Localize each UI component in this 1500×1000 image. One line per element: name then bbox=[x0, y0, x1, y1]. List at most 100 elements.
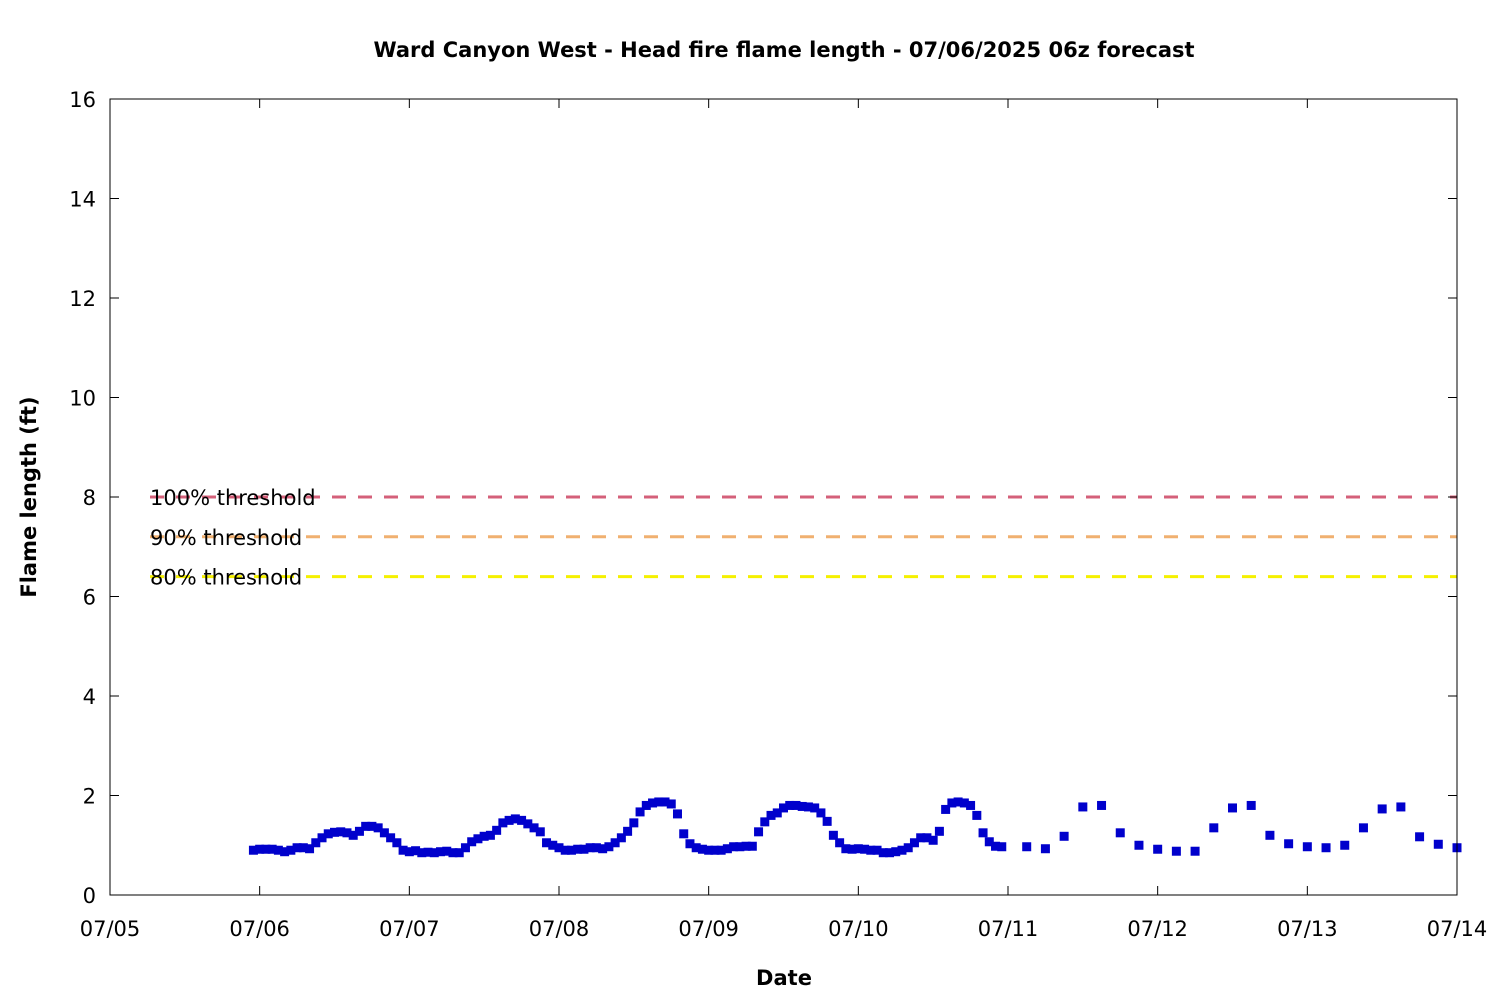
data-point bbox=[354, 826, 364, 836]
data-point bbox=[660, 797, 670, 807]
y-tick-label: 14 bbox=[69, 188, 96, 212]
data-point bbox=[816, 808, 826, 818]
data-point bbox=[336, 827, 346, 837]
data-point bbox=[747, 841, 757, 851]
data-point bbox=[934, 826, 944, 836]
x-tick-label: 07/10 bbox=[828, 917, 889, 941]
legend-label: 80% threshold bbox=[150, 566, 302, 590]
data-point bbox=[573, 844, 583, 854]
x-tick-label: 07/12 bbox=[1127, 917, 1188, 941]
data-point bbox=[448, 848, 458, 858]
data-point bbox=[991, 841, 1001, 851]
data-point bbox=[735, 842, 745, 852]
data-point bbox=[485, 830, 495, 840]
data-point bbox=[330, 827, 339, 837]
data-point bbox=[305, 844, 315, 854]
data-point bbox=[629, 818, 639, 828]
legend-label: 90% threshold bbox=[150, 526, 302, 550]
data-point bbox=[255, 844, 265, 854]
data-point bbox=[847, 844, 857, 854]
data-point bbox=[392, 838, 402, 848]
data-point bbox=[1022, 842, 1032, 852]
data-point bbox=[460, 843, 470, 853]
x-tick-label: 07/09 bbox=[678, 917, 739, 941]
data-point bbox=[379, 828, 389, 838]
data-point bbox=[604, 842, 614, 852]
data-point bbox=[984, 837, 994, 847]
data-point bbox=[891, 847, 901, 857]
data-point bbox=[398, 845, 408, 855]
data-point bbox=[548, 840, 558, 850]
y-tick-label: 10 bbox=[69, 387, 96, 411]
data-point bbox=[560, 845, 570, 855]
data-point bbox=[454, 848, 464, 858]
data-point bbox=[866, 845, 876, 855]
data-point bbox=[1209, 823, 1219, 833]
data-point bbox=[1284, 839, 1294, 849]
x-tick-label: 07/08 bbox=[529, 917, 590, 941]
data-point bbox=[498, 818, 508, 828]
data-points bbox=[248, 797, 1462, 858]
y-tick-label: 4 bbox=[83, 685, 96, 709]
x-tick-label: 07/14 bbox=[1427, 917, 1488, 941]
data-point bbox=[828, 830, 838, 840]
data-point bbox=[803, 802, 813, 812]
data-point bbox=[853, 844, 863, 854]
x-tick-label: 07/11 bbox=[978, 917, 1039, 941]
data-point bbox=[909, 838, 919, 848]
data-point bbox=[766, 810, 776, 820]
data-point bbox=[423, 847, 433, 857]
data-point bbox=[916, 833, 926, 843]
data-point bbox=[729, 842, 739, 852]
data-point bbox=[323, 829, 333, 839]
data-point bbox=[922, 833, 932, 843]
data-point bbox=[679, 829, 689, 839]
y-tick-label: 6 bbox=[83, 586, 96, 610]
data-point bbox=[286, 845, 296, 855]
data-point bbox=[598, 844, 608, 854]
data-point bbox=[953, 797, 963, 807]
legend-label: 100% threshold bbox=[150, 486, 316, 510]
x-tick-label: 07/07 bbox=[379, 917, 440, 941]
data-point bbox=[860, 844, 870, 854]
data-point bbox=[579, 844, 589, 854]
data-point bbox=[878, 848, 888, 858]
data-point bbox=[903, 843, 913, 853]
x-tick-label: 07/13 bbox=[1277, 917, 1338, 941]
data-point bbox=[529, 823, 539, 833]
data-point bbox=[1340, 840, 1350, 850]
data-point bbox=[386, 833, 396, 843]
data-point bbox=[966, 800, 976, 810]
data-point bbox=[1302, 842, 1312, 852]
data-point bbox=[492, 825, 502, 835]
data-point bbox=[716, 845, 726, 855]
data-point bbox=[1153, 844, 1163, 854]
data-point bbox=[897, 845, 907, 855]
data-point bbox=[972, 810, 982, 820]
data-point bbox=[685, 839, 695, 849]
data-point bbox=[554, 843, 564, 853]
data-point bbox=[367, 821, 377, 831]
data-point bbox=[1321, 843, 1331, 853]
data-point bbox=[797, 801, 807, 811]
data-point bbox=[1358, 823, 1368, 833]
data-point bbox=[1059, 831, 1069, 841]
data-point bbox=[1190, 846, 1200, 856]
y-tick-label: 16 bbox=[69, 88, 96, 112]
data-point bbox=[704, 845, 714, 855]
x-axis-label: Date bbox=[756, 966, 812, 990]
data-point bbox=[623, 826, 633, 836]
data-point bbox=[348, 830, 358, 840]
data-point bbox=[872, 845, 882, 855]
data-point bbox=[959, 798, 969, 808]
data-point bbox=[997, 842, 1007, 852]
data-point bbox=[641, 800, 651, 810]
data-point bbox=[1377, 804, 1387, 814]
data-point bbox=[785, 800, 795, 810]
data-point bbox=[1433, 839, 1443, 849]
data-point bbox=[741, 841, 751, 851]
data-point bbox=[1078, 802, 1088, 812]
data-point bbox=[841, 844, 851, 854]
data-point bbox=[1415, 832, 1425, 842]
